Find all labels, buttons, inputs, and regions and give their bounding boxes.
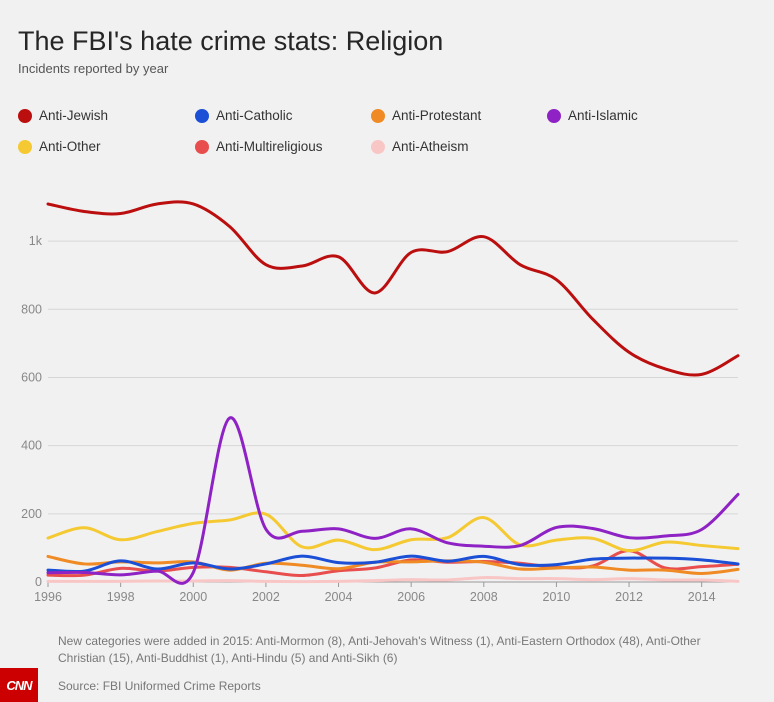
x-axis-ticks: 1996 1998 2000 2002 2004 2006 2008 2010 2012 2014 <box>34 581 738 604</box>
series-line-anti-protestant <box>46 554 740 575</box>
footnote: New categories were added in 2015: Anti-… <box>58 634 701 665</box>
series-line-anti-atheism <box>46 576 740 584</box>
grid-lines <box>48 240 738 583</box>
x-tick-label: 2006 <box>397 590 425 604</box>
legend-label: Anti-Catholic <box>216 108 293 123</box>
legend-label: Anti-Islamic <box>568 108 638 123</box>
series-line-anti-jewish <box>46 200 740 377</box>
line-chart: 0 200 400 600 800 1k 1996 1998 2000 2002 2004 2006… <box>21 200 740 604</box>
legend-swatch <box>371 108 385 123</box>
x-tick-label: 2004 <box>325 590 353 604</box>
source-note: Source: FBI Uniformed Crime Reports <box>58 679 261 693</box>
y-tick-label: 400 <box>21 439 42 453</box>
x-tick-label: 2008 <box>470 590 498 604</box>
x-tick-label: 2002 <box>252 590 280 604</box>
series-lines <box>46 200 740 585</box>
x-tick-label: 2010 <box>543 590 571 604</box>
legend-item-anti-catholic[interactable]: Anti-Catholic <box>195 108 293 123</box>
x-tick-label: 1998 <box>107 590 135 604</box>
legend-swatch <box>371 139 385 154</box>
chart-legend: Anti-Jewish Anti-Catholic Anti-Protestant A… <box>18 108 758 168</box>
cnn-logo-text: CNN <box>6 677 32 693</box>
x-tick-label: 2012 <box>615 590 643 604</box>
x-tick-label: 2000 <box>179 590 207 604</box>
x-tick-label: 1996 <box>34 590 62 604</box>
legend-item-anti-multireligious[interactable]: Anti-Multireligious <box>195 139 323 154</box>
legend-label: Anti-Protestant <box>392 108 482 123</box>
legend-swatch <box>195 139 209 154</box>
legend-label: Anti-Multireligious <box>216 139 323 154</box>
legend-swatch <box>18 139 32 154</box>
legend-item-anti-jewish[interactable]: Anti-Jewish <box>18 108 108 123</box>
legend-swatch <box>18 108 32 123</box>
legend-label: Anti-Jewish <box>39 108 109 123</box>
chart-title: The FBI's hate crime stats: Religion <box>18 26 444 56</box>
series-line-anti-catholic <box>46 554 740 574</box>
legend-item-anti-protestant[interactable]: Anti-Protestant <box>371 108 481 123</box>
legend-item-anti-atheism[interactable]: Anti-Atheism <box>371 139 469 154</box>
legend-label: Anti-Other <box>39 139 101 154</box>
legend-item-anti-islamic[interactable]: Anti-Islamic <box>547 108 638 123</box>
y-tick-label: 0 <box>35 575 42 589</box>
y-tick-label: 600 <box>21 370 42 384</box>
y-tick-label: 800 <box>21 302 42 316</box>
x-tick-label: 2014 <box>688 590 716 604</box>
y-tick-label: 200 <box>21 507 42 521</box>
series-line-anti-other <box>46 511 740 553</box>
chart-subtitle: Incidents reported by year <box>18 61 169 76</box>
legend-swatch <box>195 108 209 123</box>
cnn-logo: CNN <box>0 668 38 702</box>
y-axis-ticks: 0 200 400 600 800 1k <box>21 234 43 589</box>
y-tick-label: 1k <box>29 234 43 248</box>
legend-label: Anti-Atheism <box>392 139 469 154</box>
legend-item-anti-other[interactable]: Anti-Other <box>18 139 101 154</box>
series-line-anti-islamic <box>46 416 740 585</box>
legend-swatch <box>547 108 561 123</box>
